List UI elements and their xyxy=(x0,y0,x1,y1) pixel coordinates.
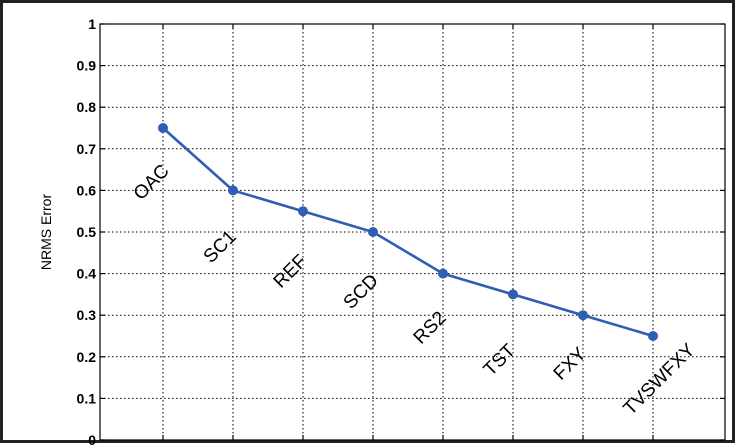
data-point-tvswfxy xyxy=(648,331,658,341)
y-tick-label: 1 xyxy=(88,16,96,32)
category-label-rs2: RS2 xyxy=(410,308,451,349)
y-axis-label: NRMS Error xyxy=(38,194,54,271)
y-tick-label: 0.6 xyxy=(77,182,97,198)
y-tick-label: 0 xyxy=(88,432,96,446)
data-point-oac xyxy=(158,123,168,133)
y-tick-label: 0.8 xyxy=(77,99,97,115)
data-point-scd xyxy=(368,227,378,237)
category-label-tvswfxy: TVSWFXY xyxy=(620,340,700,420)
category-label-scd: SCD xyxy=(340,270,383,313)
y-tick-label: 0.7 xyxy=(77,141,97,157)
y-tick-label: 0.2 xyxy=(77,349,97,365)
series-layer xyxy=(158,123,658,341)
data-point-sc1 xyxy=(228,185,238,196)
category-label-sc1: SC1 xyxy=(200,227,241,268)
y-tick-label: 0.4 xyxy=(77,266,97,282)
category-label-ref: REF xyxy=(270,251,312,293)
nrms-line-chart: 0 0.1 0.2 0.3 0.4 0.5 0.6 0.7 0.8 0.9 1 OAC SC1 REF S… xyxy=(38,16,726,446)
category-labels: OAC SC1 REF SCD RS2 TST FXY TVSWFXY xyxy=(130,161,700,420)
data-point-rs2 xyxy=(438,268,448,279)
grid-lines xyxy=(100,24,725,440)
data-point-tst xyxy=(508,289,518,300)
data-point-ref xyxy=(298,206,308,217)
category-label-tst: TST xyxy=(480,340,521,381)
y-tick-label: 0.1 xyxy=(77,390,97,406)
y-axis-ticks: 0 0.1 0.2 0.3 0.4 0.5 0.6 0.7 0.8 0.9 1 xyxy=(77,16,725,446)
y-tick-label: 0.5 xyxy=(77,224,97,240)
category-label-fxy: FXY xyxy=(550,343,591,384)
y-tick-label: 0.9 xyxy=(77,58,97,74)
y-tick-label: 0.3 xyxy=(77,307,97,323)
data-point-fxy xyxy=(578,310,588,321)
category-label-oac: OAC xyxy=(130,161,174,205)
series-line xyxy=(162,127,654,338)
